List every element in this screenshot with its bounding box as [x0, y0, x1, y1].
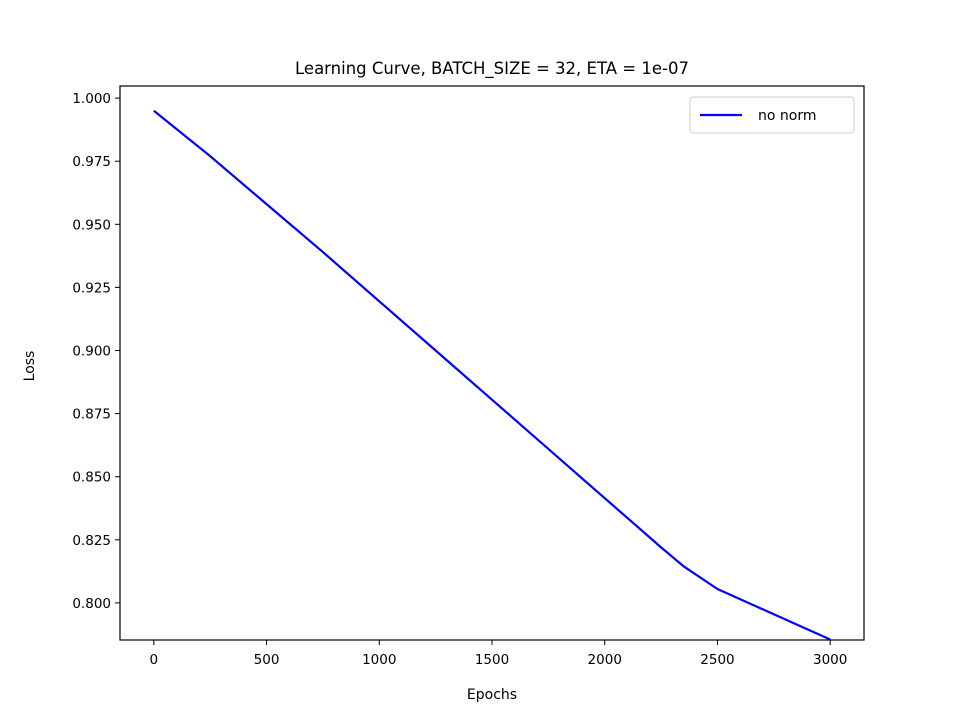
x-tick-label: 1000 — [362, 652, 396, 668]
x-axis-label: Epochs — [467, 687, 517, 703]
y-tick-label: 0.825 — [72, 533, 111, 549]
y-tick-label: 0.900 — [72, 344, 111, 360]
legend-box — [689, 96, 855, 134]
chart-title: Learning Curve, BATCH_SIZE = 32, ETA = 1… — [295, 59, 689, 79]
series-line-0 — [153, 109, 831, 641]
y-tick-label: 0.975 — [72, 154, 111, 170]
x-tick-label: 2000 — [588, 652, 622, 668]
y-tick-label: 0.850 — [72, 470, 111, 486]
y-tick-label: 0.875 — [72, 407, 111, 423]
y-tick-label: 0.925 — [72, 280, 111, 296]
y-axis-label: Loss — [22, 351, 38, 382]
x-tick-label: 0 — [150, 652, 159, 668]
x-tick-label: 2500 — [700, 652, 734, 668]
x-tick-label: 3000 — [813, 652, 847, 668]
y-tick-label: 1.000 — [72, 91, 111, 107]
x-tick-label: 1500 — [475, 652, 509, 668]
y-tick-label: 0.800 — [72, 596, 111, 612]
legend-label-0: no norm — [758, 108, 816, 124]
y-tick-label: 0.950 — [72, 217, 111, 233]
x-tick-label: 500 — [254, 652, 280, 668]
legend: no norm — [689, 96, 855, 134]
plot-area: 0 500 1000 1500 2000 2500 3000 0.800 0.825 0.850 0… — [72, 85, 865, 668]
